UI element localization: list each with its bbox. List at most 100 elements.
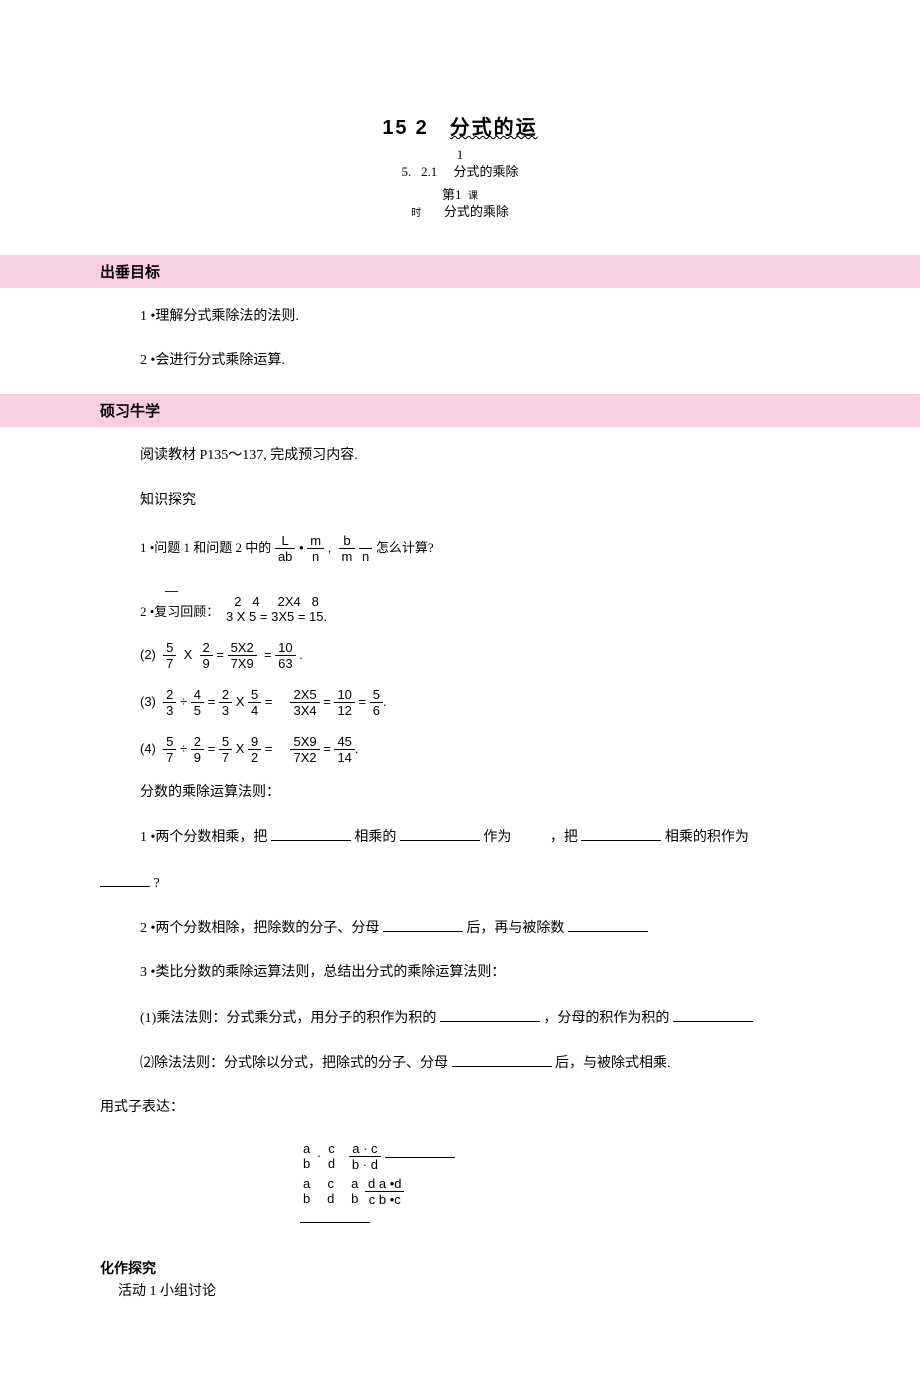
explore-heading: 知识探究 bbox=[140, 490, 850, 512]
equation-4: (4) 57 ÷ 29 = 57 X 92 = 5X97X2 = 4514. bbox=[140, 735, 850, 764]
fm-cd: cd bbox=[325, 1142, 338, 1170]
fm-result: a · cb · d bbox=[349, 1142, 381, 1171]
document-page: 15 2 分式的运 15. 2.1 分式的乘除 第1 课时 分式的乘除 出垂目标… bbox=[0, 0, 920, 1380]
section-bar-goals: 出垂目标 bbox=[0, 255, 920, 288]
eq3-f1: 23 bbox=[163, 688, 176, 717]
section-bar-preview: 硕习牛学 bbox=[0, 394, 920, 427]
blank bbox=[383, 917, 463, 932]
cooperate-heading: 化作探究 bbox=[0, 1258, 920, 1278]
eq3-f2: 45 bbox=[191, 688, 204, 717]
eq2-eq2: = bbox=[264, 647, 272, 662]
goals-content: 1 •理解分式乘除法的法则. 2 •会进行分式乘除运算. bbox=[0, 306, 920, 373]
q2-lead: 2 •复习回顾： bbox=[140, 604, 219, 619]
r1-a: 1 •两个分数相乘，把 bbox=[140, 830, 267, 845]
eq2-f4: 1063 bbox=[275, 641, 295, 670]
eq2-period: . bbox=[299, 647, 303, 662]
rule-heading: 分数的乘除运算法则： bbox=[140, 782, 850, 804]
q1-frac-2: mn bbox=[307, 534, 324, 563]
rule-3: 3 •类比分数的乘除运算法则，总结出分式的乘除运算法则： bbox=[140, 962, 850, 984]
eq1-body: 2 4 2X4 8 3 X 5 = 3X5 = 15. bbox=[223, 595, 330, 623]
eq3-mult: X bbox=[236, 694, 245, 709]
fd-ab: ab bbox=[300, 1177, 313, 1205]
eq2-idx: (2) bbox=[140, 647, 156, 662]
eq3-idx: (3) bbox=[140, 694, 156, 709]
equation-2: (2) 57 X 29 = 5X27X9 = 1063 . bbox=[140, 641, 850, 670]
formula-blank bbox=[385, 1155, 455, 1158]
preview-intro: 阅读教材 P135～137, 完成预习内容. bbox=[140, 445, 850, 467]
r31-a: (1)乘法法则：分式乘分式，用分子的积作为积的 bbox=[140, 1011, 436, 1026]
q1-frac-4: n bbox=[359, 534, 372, 563]
eq4-f2: 29 bbox=[191, 735, 204, 764]
preview-content: 阅读教材 P135～137, 完成预习内容. 知识探究 1 •问题 1 和问题 … bbox=[0, 445, 920, 1075]
eq3-f3: 23 bbox=[219, 688, 232, 717]
chapter-title-text: 分式的运 bbox=[450, 117, 538, 139]
q1-dot: • bbox=[299, 540, 304, 555]
sub2-left: 第1 bbox=[442, 187, 462, 202]
r1-c: 作为 bbox=[483, 830, 511, 845]
blank bbox=[400, 826, 480, 841]
fd-m1: ab bbox=[348, 1177, 361, 1205]
sub2-text: 分式的乘除 bbox=[444, 204, 509, 219]
eq3-div: ÷ bbox=[180, 694, 187, 709]
eq4-f5: 5X97X2 bbox=[290, 735, 319, 764]
formula-multiply: ab · cd a · cb · d bbox=[300, 1142, 920, 1171]
eq4-mult: X bbox=[236, 741, 245, 756]
eq3-f6: 1012 bbox=[334, 688, 354, 717]
eq4-f6: 4514 bbox=[334, 735, 354, 764]
rule-3-1: (1)乘法法则：分式乘分式，用分子的积作为积的 ，分母的积作为积的 bbox=[140, 1007, 850, 1030]
eq2-f3: 5X27X9 bbox=[228, 641, 257, 670]
expression-label: 用式子表达： bbox=[0, 1097, 920, 1119]
eq4-idx: (4) bbox=[140, 741, 156, 756]
q1-tail: 怎么计算? bbox=[376, 540, 434, 555]
r32-b: 后，与被除式相乘. bbox=[555, 1056, 671, 1071]
rule-1-tail: ? bbox=[100, 872, 850, 895]
goal-item-1: 1 •理解分式乘除法的法则. bbox=[140, 306, 850, 328]
formula-blank-2 bbox=[300, 1220, 370, 1223]
r1-e: 相乘的积作为 bbox=[665, 830, 749, 845]
q1-lead: 1 •问题 1 和问题 2 中的 bbox=[140, 540, 271, 555]
title-sub-1: 15. 2.1 分式的乘除 bbox=[0, 147, 920, 181]
formula-divide: ab cd ab d a •dc b •c bbox=[300, 1177, 920, 1206]
formula-underline bbox=[300, 1212, 920, 1230]
eq2-f2: 29 bbox=[200, 641, 213, 670]
eq3-f4: 54 bbox=[248, 688, 261, 717]
eq4-f4: 92 bbox=[248, 735, 261, 764]
rule-2: 2 •两个分数相除，把除数的分子、分母 后，再与被除数 bbox=[140, 917, 850, 940]
sub-text: 分式的乘除 bbox=[453, 164, 518, 179]
section-number: 2 bbox=[416, 117, 429, 139]
equation-3: (3) 23 ÷ 45 = 23 X 54 = 2X53X4 = 1012 = … bbox=[140, 688, 850, 717]
eq4-div: ÷ bbox=[180, 741, 187, 756]
eq2-mult: X bbox=[184, 647, 193, 662]
eq3-f7: 56 bbox=[370, 688, 383, 717]
goal-item-2: 2 •会进行分式乘除运算. bbox=[140, 350, 850, 372]
rule-1: 1 •两个分数相乘，把 相乘的 作为 ，把 相乘的积作为 bbox=[140, 826, 850, 849]
q1-frac-3: bm bbox=[339, 534, 356, 563]
r1-q: ? bbox=[154, 876, 160, 891]
fd-m2: d a •dc b •c bbox=[365, 1177, 404, 1206]
r1-b: 相乘的 bbox=[354, 830, 396, 845]
fm-ab: ab bbox=[300, 1142, 313, 1170]
eq3-eq1: = bbox=[208, 694, 216, 709]
q1-frac-1: Lab bbox=[275, 534, 295, 563]
eq2-eq1: = bbox=[216, 647, 224, 662]
fm-dot: · bbox=[317, 1148, 321, 1163]
rule-3-2: ⑵除法法则：分式除以分式，把除式的分子、分母 后，与被除式相乘. bbox=[140, 1052, 850, 1075]
eq3-f5: 2X53X4 bbox=[290, 688, 319, 717]
question-1: 1 •问题 1 和问题 2 中的 Lab • mn , bm n 怎么计算? bbox=[140, 534, 850, 563]
r31-b: ，分母的积作为积的 bbox=[543, 1011, 669, 1026]
eq4-f3: 57 bbox=[219, 735, 232, 764]
r2-a: 2 •两个分数相除，把除数的分子、分母 bbox=[140, 921, 379, 936]
r2-b: 后，再与被除数 bbox=[466, 921, 564, 936]
chapter-number: 15 bbox=[382, 117, 408, 139]
eq2-f1: 57 bbox=[163, 641, 176, 670]
title-sub-2: 第1 课时 分式的乘除 bbox=[0, 187, 920, 221]
sub-num: 2.1 bbox=[421, 164, 437, 179]
blank bbox=[568, 917, 648, 932]
question-2: — 2 •复习回顾： 2 4 2X4 8 3 X 5 = 3X5 = 15. bbox=[140, 581, 850, 623]
blank bbox=[100, 872, 150, 887]
eq1-dash: — bbox=[140, 581, 219, 602]
q1-comma: , bbox=[328, 540, 332, 555]
fd-cd: cd bbox=[324, 1177, 337, 1205]
blank bbox=[271, 826, 351, 841]
formula-block: ab · cd a · cb · d ab cd ab d a •dc b •c bbox=[0, 1142, 920, 1230]
